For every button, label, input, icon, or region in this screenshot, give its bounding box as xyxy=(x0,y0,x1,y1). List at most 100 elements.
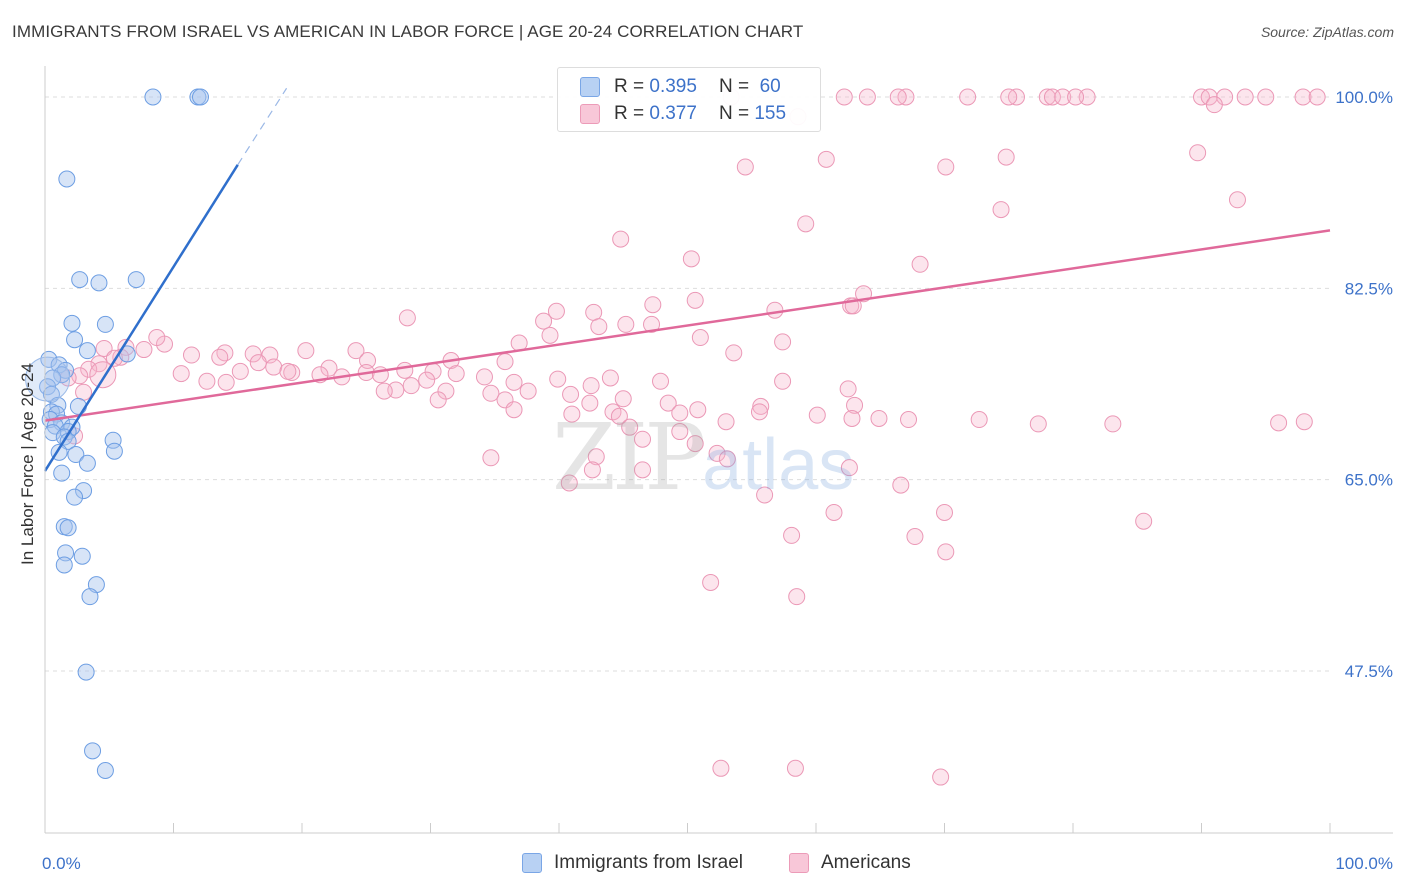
americans-point[interactable] xyxy=(610,407,628,425)
americans-point[interactable] xyxy=(840,459,858,477)
americans-point[interactable] xyxy=(644,296,662,314)
americans-point[interactable] xyxy=(992,201,1010,219)
americans-point[interactable] xyxy=(659,394,677,412)
americans-point[interactable] xyxy=(643,315,661,333)
americans-point[interactable] xyxy=(783,526,801,544)
americans-point[interactable] xyxy=(1078,88,1096,106)
americans-point[interactable] xyxy=(892,476,910,494)
americans-point[interactable] xyxy=(418,371,436,389)
israel-point[interactable] xyxy=(63,314,81,332)
americans-point[interactable] xyxy=(843,409,861,427)
americans-point[interactable] xyxy=(870,409,888,427)
americans-point[interactable] xyxy=(482,384,500,402)
americans-point[interactable] xyxy=(1029,415,1047,433)
israel-point[interactable] xyxy=(144,88,162,106)
israel-point[interactable] xyxy=(69,397,87,415)
americans-point[interactable] xyxy=(231,362,249,380)
americans-point[interactable] xyxy=(766,301,784,319)
americans-point[interactable] xyxy=(1205,96,1223,114)
americans-point[interactable] xyxy=(614,390,632,408)
americans-point[interactable] xyxy=(774,333,792,351)
americans-point[interactable] xyxy=(496,353,514,371)
americans-point[interactable] xyxy=(148,329,166,347)
americans-point[interactable] xyxy=(997,148,1015,166)
israel-point[interactable] xyxy=(66,331,84,349)
americans-point[interactable] xyxy=(90,355,108,373)
americans-point[interactable] xyxy=(691,329,709,347)
americans-point[interactable] xyxy=(447,365,465,383)
americans-point[interactable] xyxy=(937,543,955,561)
americans-point[interactable] xyxy=(835,88,853,106)
americans-point[interactable] xyxy=(172,365,190,383)
americans-point[interactable] xyxy=(560,474,578,492)
israel-point[interactable] xyxy=(127,271,145,289)
americans-point[interactable] xyxy=(505,401,523,419)
israel-point[interactable] xyxy=(81,588,99,606)
americans-point[interactable] xyxy=(817,150,835,168)
israel-point[interactable] xyxy=(42,385,60,403)
americans-point[interactable] xyxy=(712,759,730,777)
americans-point[interactable] xyxy=(752,397,770,415)
americans-point[interactable] xyxy=(541,326,559,344)
israel-point[interactable] xyxy=(39,378,57,396)
americans-point[interactable] xyxy=(475,368,493,386)
americans-point[interactable] xyxy=(1295,413,1313,431)
americans-point[interactable] xyxy=(563,405,581,423)
americans-point[interactable] xyxy=(1000,88,1018,106)
americans-point[interactable] xyxy=(1038,88,1056,106)
americans-point[interactable] xyxy=(587,448,605,466)
americans-point[interactable] xyxy=(750,403,768,421)
americans-point[interactable] xyxy=(249,354,267,372)
americans-point[interactable] xyxy=(581,394,599,412)
americans-point[interactable] xyxy=(702,573,720,591)
americans-point[interactable] xyxy=(774,372,792,390)
israel-point[interactable] xyxy=(55,556,73,574)
americans-point[interactable] xyxy=(858,88,876,106)
israel-point[interactable] xyxy=(25,356,71,402)
americans-point[interactable] xyxy=(634,430,652,448)
americans-point[interactable] xyxy=(75,383,93,401)
americans-point[interactable] xyxy=(297,342,315,360)
americans-point[interactable] xyxy=(1236,88,1254,106)
americans-point[interactable] xyxy=(1189,144,1207,162)
americans-point[interactable] xyxy=(265,358,283,376)
americans-point[interactable] xyxy=(562,385,580,403)
americans-point[interactable] xyxy=(549,370,567,388)
israel-point[interactable] xyxy=(49,396,67,414)
americans-point[interactable] xyxy=(889,88,907,106)
americans-point[interactable] xyxy=(689,401,707,419)
americans-point[interactable] xyxy=(788,588,806,606)
americans-point[interactable] xyxy=(117,338,135,356)
americans-point[interactable] xyxy=(1294,88,1312,106)
americans-point[interactable] xyxy=(429,391,447,409)
americans-point[interactable] xyxy=(1043,88,1061,106)
americans-point[interactable] xyxy=(375,382,393,400)
israel-point[interactable] xyxy=(78,342,96,360)
americans-point[interactable] xyxy=(402,377,420,395)
americans-point[interactable] xyxy=(825,503,843,521)
legend-item-americans[interactable]: Americans xyxy=(789,852,911,874)
americans-point[interactable] xyxy=(621,418,639,436)
americans-point[interactable] xyxy=(535,312,553,330)
israel-point[interactable] xyxy=(73,547,91,565)
israel-point[interactable] xyxy=(53,366,71,384)
americans-point[interactable] xyxy=(1135,512,1153,530)
americans-point[interactable] xyxy=(736,158,754,176)
legend-item-israel[interactable]: Immigrants from Israel xyxy=(522,852,743,874)
americans-point[interactable] xyxy=(708,444,726,462)
americans-point[interactable] xyxy=(211,348,229,366)
americans-point[interactable] xyxy=(808,406,826,424)
americans-point[interactable] xyxy=(900,411,918,429)
americans-point[interactable] xyxy=(932,768,950,786)
israel-point[interactable] xyxy=(96,761,114,779)
americans-point[interactable] xyxy=(634,461,652,479)
americans-point[interactable] xyxy=(612,230,630,248)
americans-point[interactable] xyxy=(911,255,929,273)
americans-point[interactable] xyxy=(1104,415,1122,433)
israel-point[interactable] xyxy=(77,663,95,681)
americans-point[interactable] xyxy=(519,382,537,400)
americans-point[interactable] xyxy=(686,291,704,309)
americans-point[interactable] xyxy=(80,360,98,378)
americans-point[interactable] xyxy=(756,486,774,504)
americans-point[interactable] xyxy=(601,369,619,387)
